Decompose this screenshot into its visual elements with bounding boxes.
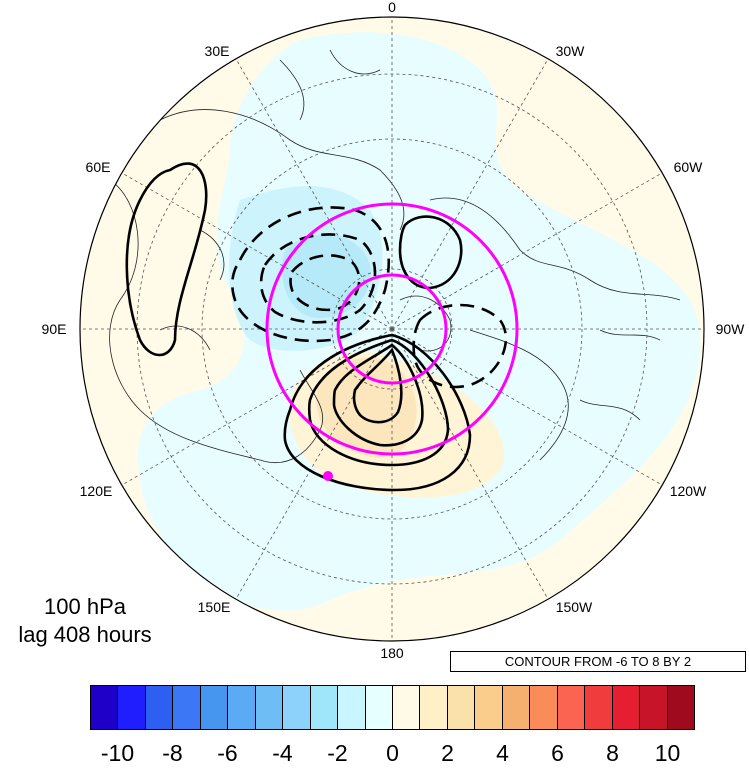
colorbar-swatch <box>173 686 201 729</box>
colorbar-swatch <box>228 686 256 729</box>
lon-label-180: 180 <box>380 645 404 661</box>
colorbar-swatch <box>557 686 586 729</box>
contour-negative-outer <box>230 206 391 343</box>
contour-positive-inner <box>332 343 424 447</box>
colorbar-tick-label: 2 <box>441 740 454 766</box>
colorbar-swatch <box>585 686 613 729</box>
colorbar-tick-label: -6 <box>217 740 238 766</box>
colorbar-swatch <box>475 686 503 729</box>
reference-point <box>323 471 333 481</box>
colorbar-swatch <box>530 686 558 729</box>
colorbar-swatch <box>310 686 339 729</box>
colorbar-swatch <box>365 686 393 729</box>
contour-negative-east <box>412 303 508 389</box>
colorbar-swatch <box>640 686 668 729</box>
contour-positive-north <box>398 215 463 290</box>
map-boundary <box>79 16 705 642</box>
colorbar-swatch <box>502 686 531 729</box>
lon-label-30e: 30E <box>205 43 230 59</box>
contour-info-box: CONTOUR FROM -6 TO 8 BY 2 <box>450 651 746 672</box>
colorbar-tick-labels: -10 -8 -6 -4 -2 0 2 4 6 8 10 <box>0 740 749 770</box>
level-label: 100 hPa <box>44 594 126 619</box>
colorbar-tick-label: -4 <box>272 740 293 766</box>
inner-reference-circle <box>336 273 448 385</box>
lon-label-120e: 120E <box>80 483 113 499</box>
lon-label-120w: 120W <box>670 483 707 499</box>
outer-reference-circle <box>265 202 519 456</box>
colorbar-tick-label: 6 <box>551 740 564 766</box>
colorbar-tick-label: -2 <box>327 740 348 766</box>
colorbar-swatch <box>118 686 146 729</box>
colorbar-tick-label: -10 <box>100 740 135 766</box>
colorbar-tick-label: 8 <box>606 740 619 766</box>
colorbar-swatch <box>667 686 694 729</box>
contour-positive-outer <box>283 333 472 492</box>
lon-label-0: 0 <box>388 0 396 15</box>
contour-negative-mid <box>259 233 377 324</box>
colorbar-swatch <box>392 686 421 729</box>
colorbar-tick-label: 10 <box>654 740 681 766</box>
colorbar-swatch <box>200 686 229 729</box>
lon-label-150e: 150E <box>198 599 231 615</box>
colorbar-swatch <box>145 686 174 729</box>
colorbar-tick-label: -8 <box>162 740 183 766</box>
colorbar-swatch <box>612 686 641 729</box>
colorbar <box>90 685 695 730</box>
lon-label-30w: 30W <box>556 43 586 59</box>
lon-label-60w: 60W <box>674 159 704 175</box>
contour-positive-mid <box>307 338 450 467</box>
lon-label-150w: 150W <box>556 599 593 615</box>
colorbar-swatch <box>91 686 119 729</box>
contour-positive-west <box>125 162 208 357</box>
reference-circles <box>265 202 519 456</box>
contour-positive-core <box>352 347 403 424</box>
lon-label-60e: 60E <box>86 159 111 175</box>
lon-label-90w: 90W <box>716 321 746 337</box>
colorbar-swatch <box>447 686 476 729</box>
contour-negative-inner <box>289 254 361 312</box>
colorbar-swatch <box>420 686 448 729</box>
colorbar-tick-label: 0 <box>386 740 399 766</box>
colorbar-swatch <box>255 686 284 729</box>
lon-label-90e: 90E <box>42 321 67 337</box>
colorbar-swatch <box>283 686 311 729</box>
lag-label: lag 408 hours <box>18 622 152 647</box>
colorbar-swatch <box>338 686 366 729</box>
colorbar-tick-label: 4 <box>496 740 509 766</box>
contours <box>125 162 508 492</box>
